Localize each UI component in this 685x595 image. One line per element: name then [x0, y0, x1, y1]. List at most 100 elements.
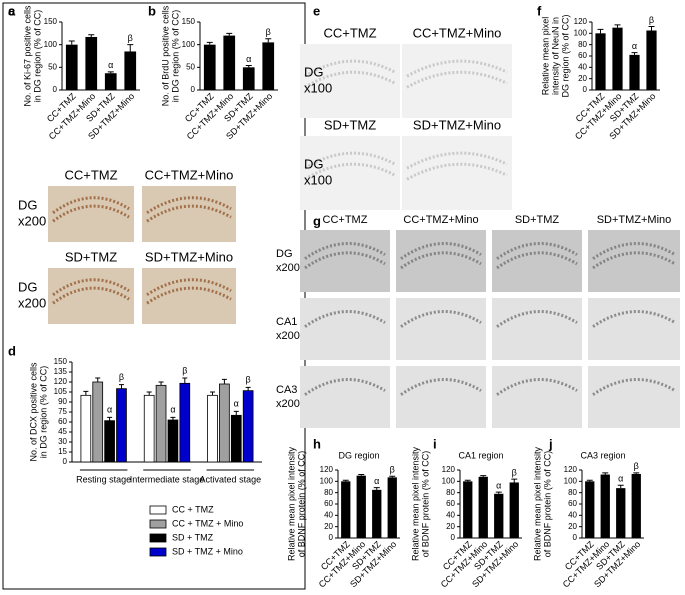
- row-label: DG: [276, 248, 293, 260]
- micrograph: [48, 268, 134, 324]
- error-bar: [633, 472, 640, 474]
- y-tick-label: 120: [564, 465, 578, 474]
- y-tick-label: 60: [446, 499, 455, 508]
- y-tick-label: 60: [324, 499, 333, 508]
- significance-mark: β: [246, 375, 251, 385]
- error-bar: [648, 26, 655, 31]
- micrograph: [588, 298, 680, 360]
- error-bar: [464, 479, 471, 482]
- error-bar: [602, 472, 609, 475]
- micrograph: [142, 268, 236, 324]
- significance-mark: β: [390, 465, 395, 475]
- y-axis-label: No. of DCX positive cells: [28, 362, 38, 462]
- y-axis-label: intensity of NeuN in: [550, 17, 560, 95]
- column-label: CC+TMZ+Mino: [413, 25, 502, 40]
- panel-letter: g: [313, 213, 321, 228]
- image-texture: [496, 378, 578, 396]
- y-tick-label: 0: [53, 85, 58, 94]
- bar: [356, 475, 366, 538]
- y-axis-label: in DG region (% of CC): [32, 10, 42, 103]
- image-texture: [146, 278, 232, 297]
- legend-swatch: [149, 533, 167, 543]
- panel-letter: j: [548, 436, 553, 451]
- panel-letter: c: [8, 3, 15, 18]
- y-tick-label: 100: [182, 40, 196, 49]
- image-texture: [496, 251, 578, 270]
- micrograph: [300, 298, 390, 360]
- micrograph: [402, 136, 512, 210]
- y-tick-label: 60: [578, 51, 587, 60]
- bar: [585, 481, 595, 538]
- image-texture: [52, 204, 130, 223]
- panel-letter: b: [148, 3, 156, 18]
- column-label: SD+TMZ+Mino: [413, 117, 501, 132]
- y-tick-label: 60: [58, 417, 67, 426]
- significance-mark: β: [649, 15, 654, 25]
- y-tick-label: 100: [574, 28, 588, 37]
- error-bar: [146, 391, 152, 396]
- bar: [167, 419, 179, 463]
- bar: [509, 482, 519, 538]
- legend-label: SD + TMZ: [172, 532, 214, 542]
- y-tick-label: 0: [451, 533, 456, 542]
- micrograph: [396, 366, 486, 428]
- bar: [372, 489, 382, 538]
- y-tick-label: 90: [58, 397, 67, 406]
- error-bar: [83, 390, 89, 396]
- y-tick-label: 150: [44, 17, 58, 26]
- y-tick-label: 0: [329, 533, 334, 542]
- micrograph: [396, 298, 486, 360]
- image-texture: [406, 70, 508, 89]
- legend-swatch: [149, 505, 167, 515]
- micrograph: [142, 186, 236, 242]
- y-tick-label: 0: [63, 457, 68, 466]
- image-texture: [304, 162, 396, 181]
- bar: [463, 481, 473, 538]
- bar: [646, 30, 657, 90]
- y-tick-label: 120: [320, 465, 334, 474]
- y-tick-label: 80: [578, 40, 587, 49]
- image-texture: [146, 286, 232, 305]
- bar: [341, 481, 351, 538]
- error-bar: [617, 484, 624, 489]
- image-texture: [146, 204, 232, 223]
- y-axis-label: in DG region (% of CC): [38, 366, 48, 459]
- panel-letter: h: [313, 436, 321, 451]
- y-tick-label: 40: [446, 510, 455, 519]
- image-texture: [146, 196, 232, 215]
- row-label: x100: [304, 80, 332, 95]
- y-tick-label: 20: [324, 522, 333, 531]
- y-tick-label: 50: [186, 62, 195, 71]
- column-label: SD+TMZ: [65, 249, 117, 264]
- error-bar: [158, 381, 164, 386]
- error-bar: [88, 34, 95, 37]
- chart-title: CA3 region: [580, 450, 625, 460]
- error-bar: [614, 24, 621, 28]
- y-tick-label: 100: [442, 476, 456, 485]
- image-texture: [52, 278, 130, 297]
- image-texture: [304, 242, 386, 260]
- column-label: CC+TMZ+Mino: [145, 167, 234, 182]
- image-texture: [592, 242, 676, 260]
- y-tick-label: 80: [324, 488, 333, 497]
- significance-mark: β: [128, 33, 133, 43]
- error-bar: [245, 386, 251, 391]
- panel-letter: f: [537, 3, 542, 18]
- significance-mark: α: [374, 476, 379, 486]
- bar: [92, 381, 104, 463]
- y-axis-label: Relative mean pixel intensity: [532, 446, 542, 561]
- y-tick-label: 150: [182, 17, 196, 26]
- y-axis-label: Relative mean pixel: [540, 17, 550, 96]
- error-bar: [221, 378, 227, 384]
- x-tick-label: Resting stage: [76, 474, 131, 484]
- bar: [203, 44, 216, 90]
- image-texture: [406, 59, 508, 78]
- y-axis-label: No. of BrdU positive cells: [160, 5, 170, 106]
- y-tick-label: 75: [58, 407, 67, 416]
- bar: [80, 394, 92, 463]
- bar: [612, 27, 623, 91]
- column-label: CC+TMZ: [323, 25, 376, 40]
- significance-mark: α: [234, 399, 239, 409]
- bar: [629, 54, 640, 90]
